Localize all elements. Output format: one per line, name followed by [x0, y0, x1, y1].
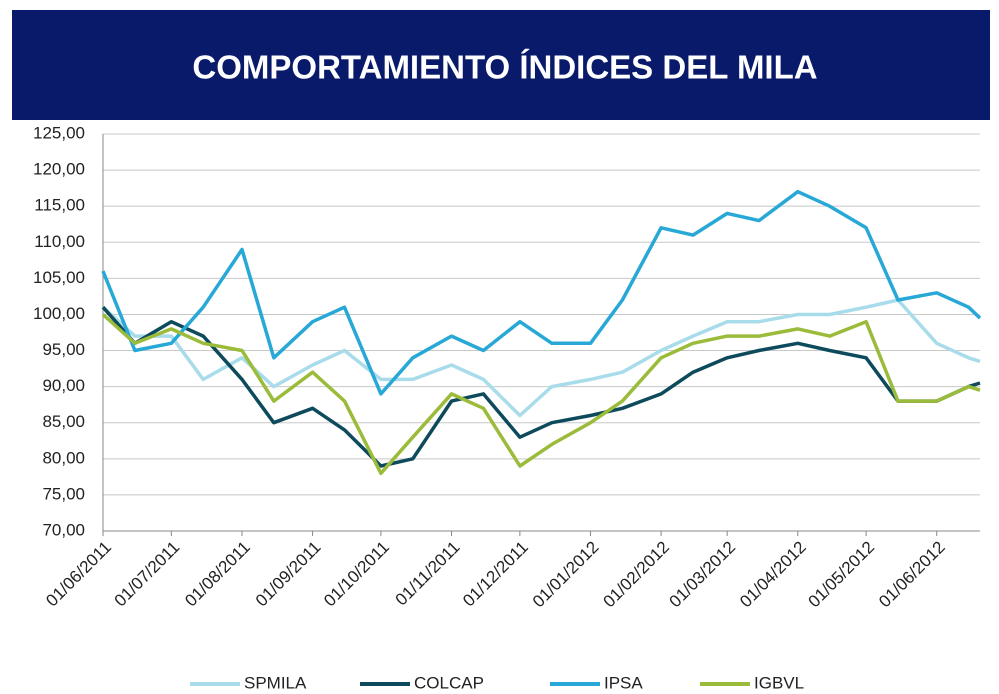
x-tick-label: 01/03/2012	[666, 538, 740, 612]
y-tick-label: 85,00	[42, 412, 85, 431]
title-banner	[12, 10, 990, 120]
x-tick-label: 01/06/2011	[42, 538, 115, 611]
y-tick-label: 115,00	[34, 196, 85, 215]
y-tick-label: 70,00	[42, 520, 85, 539]
x-tick-label: 01/06/2012	[875, 538, 949, 612]
x-tick-label: 01/04/2012	[736, 538, 810, 612]
y-tick-label: 80,00	[42, 448, 85, 467]
y-tick-label: 75,00	[42, 484, 85, 503]
y-tick-label: 105,00	[33, 268, 85, 287]
y-tick-label: 110,00	[34, 232, 85, 251]
y-tick-label: 125,00	[33, 123, 85, 142]
legend-label: IPSA	[604, 673, 643, 692]
series-line	[101, 298, 981, 418]
x-tick-label: 01/10/2011	[320, 538, 393, 611]
y-tick-label: 95,00	[42, 340, 85, 359]
x-tick-label: 01/11/2011	[392, 538, 464, 610]
series-line	[101, 313, 981, 476]
legend-label: COLCAP	[414, 673, 484, 692]
legend-label: SPMILA	[244, 673, 307, 692]
y-tick-label: 100,00	[33, 304, 85, 323]
x-tick-label: 01/08/2011	[181, 538, 254, 611]
x-tick-label: 01/12/2011	[459, 538, 532, 611]
x-tick-label: 01/09/2011	[252, 538, 325, 611]
y-tick-label: 120,00	[33, 160, 85, 179]
x-tick-label: 01/05/2012	[804, 538, 878, 612]
x-tick-label: 01/02/2012	[599, 538, 673, 612]
x-tick-label: 01/01/2012	[529, 538, 603, 612]
legend-label: IGBVL	[754, 673, 804, 692]
chart-title: COMPORTAMIENTO ÍNDICES DEL MILA	[192, 49, 817, 86]
y-tick-label: 90,00	[42, 376, 85, 395]
series-line	[101, 306, 981, 468]
series-line	[101, 189, 982, 396]
x-tick-label: 01/07/2011	[111, 538, 184, 611]
